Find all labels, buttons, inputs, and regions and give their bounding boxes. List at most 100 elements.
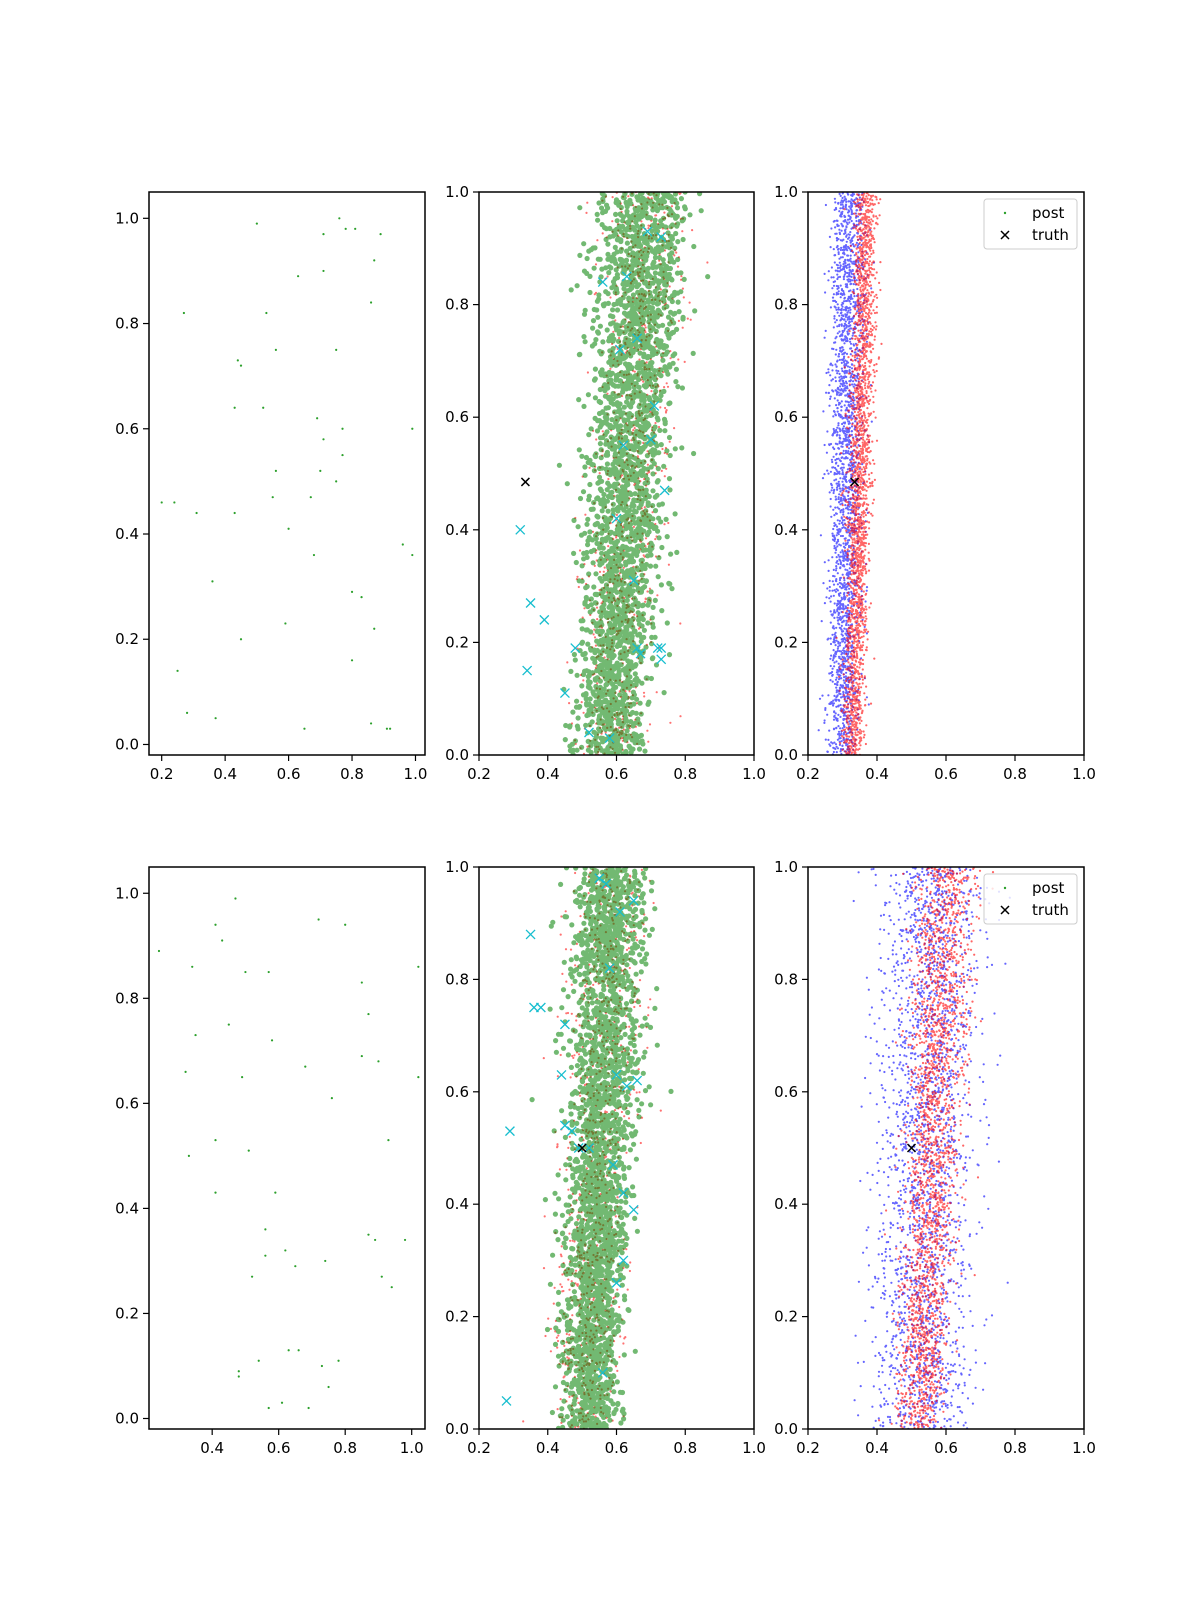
cloud-point	[657, 271, 663, 277]
cloud-point	[833, 536, 836, 539]
cloud-point	[834, 546, 837, 550]
cloud-point	[620, 428, 626, 434]
cloud-point	[674, 549, 680, 556]
cloud-point	[590, 318, 597, 324]
cloud-point	[679, 715, 682, 718]
cloud-point	[648, 360, 654, 366]
cloud-point	[652, 288, 658, 294]
cloud-point	[585, 674, 591, 680]
cloud-point	[623, 473, 629, 480]
cloud-point	[673, 215, 679, 221]
cloud-point	[649, 350, 656, 356]
cloud-point	[599, 665, 605, 671]
cloud-point	[588, 629, 594, 635]
cloud-point	[625, 663, 631, 670]
cloud-point	[652, 254, 659, 261]
cloud-point	[823, 719, 826, 722]
cloud-point	[838, 394, 841, 397]
cloud-point	[592, 395, 599, 401]
cloud-point	[674, 270, 681, 276]
cloud-point	[681, 326, 684, 329]
cloud-point	[648, 675, 655, 682]
cloud-point	[626, 337, 632, 343]
cloud-point	[660, 215, 667, 221]
cloud-point	[622, 304, 628, 310]
cloud-point	[634, 346, 640, 353]
cloud-point	[579, 578, 585, 584]
cloud-point	[598, 649, 604, 655]
cloud-point	[612, 244, 618, 250]
sample-point	[385, 727, 389, 730]
cloud-point	[679, 445, 685, 451]
cloud-point	[625, 734, 631, 740]
cloud-point	[834, 226, 837, 229]
cloud-point	[623, 544, 629, 550]
sample-point	[297, 275, 300, 278]
cloud-point	[643, 578, 650, 584]
cloud-point	[595, 314, 601, 320]
cloud-point	[628, 460, 634, 466]
cloud-point	[839, 264, 842, 267]
cloud-point	[843, 342, 846, 345]
cloud-point	[831, 659, 835, 662]
cross-marker	[618, 440, 629, 451]
cloud-point	[835, 751, 838, 754]
cloud-point	[844, 204, 848, 207]
sample-point	[379, 232, 382, 236]
cloud-point	[597, 678, 604, 684]
sample-point	[319, 469, 322, 472]
cloud-point	[837, 733, 840, 736]
x-tick-label: 0.4	[213, 765, 237, 783]
cloud-point	[837, 480, 840, 483]
cloud-point	[646, 513, 652, 519]
cloud-point	[848, 205, 851, 208]
sample-point	[312, 553, 316, 557]
cloud-point	[590, 711, 596, 718]
cloud-point	[667, 581, 673, 587]
cloud-point	[655, 528, 661, 534]
cloud-point	[647, 524, 653, 530]
cloud-point	[607, 560, 614, 567]
cloud-point	[632, 429, 635, 432]
cloud-point	[841, 583, 844, 586]
cloud-point	[842, 545, 846, 548]
cloud-point	[601, 686, 607, 692]
cloud-point	[843, 384, 847, 387]
cloud-point	[607, 548, 613, 554]
cloud-point	[840, 375, 843, 378]
cloud-point	[852, 380, 855, 383]
cloud-point	[621, 574, 627, 581]
cloud-point	[629, 665, 636, 671]
cloud-point	[839, 490, 842, 493]
x-tick-label: 1.0	[742, 765, 766, 783]
cloud-point	[836, 599, 840, 602]
cloud-point	[618, 248, 624, 254]
cloud-point	[840, 633, 843, 636]
cloud-point	[835, 369, 838, 372]
cloud-point	[827, 371, 830, 374]
cloud-point	[633, 427, 636, 430]
cloud-point	[645, 620, 651, 626]
cloud-point	[834, 590, 838, 593]
cloud-point	[844, 315, 847, 318]
cloud-point	[650, 488, 656, 494]
cloud-point	[835, 691, 838, 694]
cloud-point	[669, 199, 675, 205]
cloud-point	[663, 288, 669, 294]
cloud-point	[666, 335, 672, 341]
cloud-point	[609, 417, 615, 423]
cloud-point	[603, 236, 609, 243]
cloud-point	[638, 732, 645, 739]
cloud-point	[836, 410, 839, 413]
cloud-point	[692, 308, 698, 314]
cloud-point	[835, 676, 838, 679]
cloud-point	[568, 287, 574, 293]
cloud-point	[633, 370, 636, 373]
cloud-point	[676, 309, 682, 315]
cloud-point	[628, 468, 634, 474]
cloud-point	[831, 364, 834, 367]
cloud-point	[654, 421, 657, 425]
cloud-point	[596, 682, 599, 685]
cloud-point	[835, 404, 838, 407]
cloud-point	[622, 291, 628, 297]
